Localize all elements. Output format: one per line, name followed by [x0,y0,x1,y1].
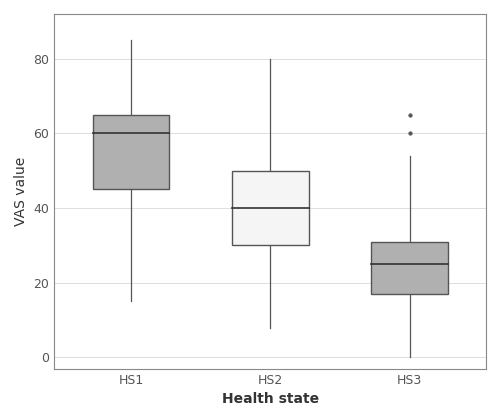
Bar [232,171,308,245]
X-axis label: Health state: Health state [222,392,319,406]
Bar [92,115,169,189]
Y-axis label: VAS value: VAS value [14,157,28,226]
Bar [371,242,448,294]
